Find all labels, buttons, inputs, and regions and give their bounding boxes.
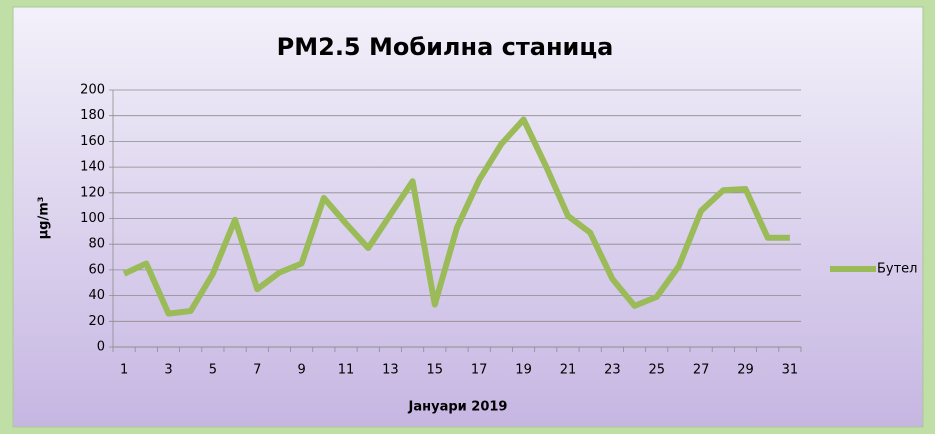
y-tick-label: 120 [80,185,105,200]
chart-title: PM2.5 Мобилна станица [277,33,614,61]
x-tick-label: 3 [164,363,172,378]
y-tick-label: 60 [88,262,105,277]
x-tick-label: 23 [604,363,621,378]
x-tick-label: 21 [560,363,577,378]
x-tick-label: 5 [209,363,217,378]
x-tick-label: 11 [338,363,355,378]
x-tick-label: 31 [782,363,799,378]
panel [12,6,924,428]
y-tick-label: 180 [80,108,105,123]
y-tick-label: 80 [88,237,105,252]
x-tick-label: 19 [515,363,532,378]
y-tick-label: 160 [80,134,105,149]
x-tick-label: 17 [471,363,488,378]
x-tick-label: 9 [298,363,306,378]
y-tick-label: 40 [88,288,105,303]
x-tick-label: 27 [693,363,710,378]
x-axis-label: Јануари 2019 [408,400,508,415]
legend-label: Бутел [877,262,918,277]
x-tick-label: 25 [648,363,665,378]
y-tick-label: 200 [80,83,105,98]
y-tick-label: 0 [97,340,105,355]
y-axis-label: μg/m³ [37,197,52,240]
y-tick-label: 20 [88,314,105,329]
x-tick-label: 13 [382,363,399,378]
line-series [122,116,790,317]
x-tick-label: 7 [253,363,261,378]
y-tick-label: 140 [80,160,105,175]
y-tick-label: 100 [80,211,105,226]
x-tick-label: 29 [737,363,754,378]
x-tick-label: 15 [427,363,444,378]
x-tick-label: 1 [120,363,128,378]
